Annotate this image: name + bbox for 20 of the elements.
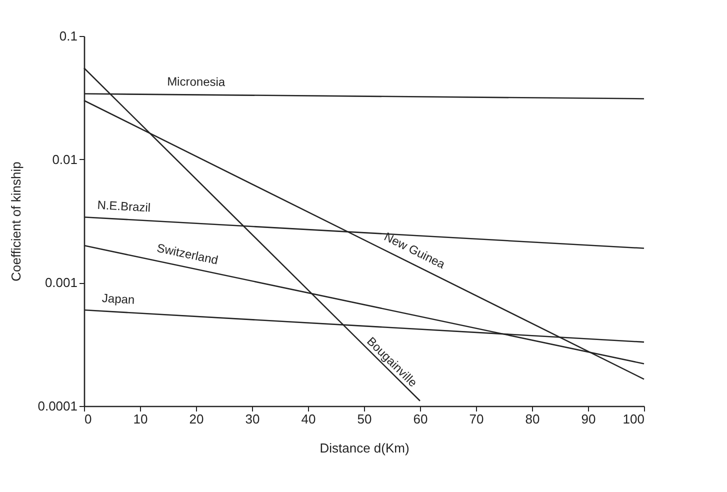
x-tick-label: 10	[133, 412, 148, 426]
x-tick-label: 100	[622, 412, 644, 426]
y-tick-label: 0.001	[44, 275, 78, 290]
x-tick-label: 80	[525, 412, 540, 426]
x-tick-label: 0	[84, 412, 92, 426]
x-tick-label: 60	[413, 412, 428, 426]
y-tick-label: 0.1	[59, 28, 78, 44]
x-axis-title: Distance d(Km)	[320, 440, 410, 456]
x-tick-label: 50	[357, 412, 372, 426]
x-tick-label: 90	[581, 412, 596, 426]
x-tick-label: 30	[245, 412, 260, 426]
x-tick-label: 40	[301, 412, 316, 426]
series-label: Micronesia	[167, 74, 226, 90]
y-tick-label: 0.0001	[38, 398, 78, 414]
x-tick-label: 70	[469, 412, 484, 426]
y-axis-title: Coefficient of kinship	[8, 162, 24, 282]
series-label: Japan	[102, 291, 136, 307]
x-tick-label: 20	[189, 412, 204, 426]
y-tick-label: 0.01	[52, 152, 78, 167]
series-label: N.E.Brazil	[96, 198, 151, 215]
